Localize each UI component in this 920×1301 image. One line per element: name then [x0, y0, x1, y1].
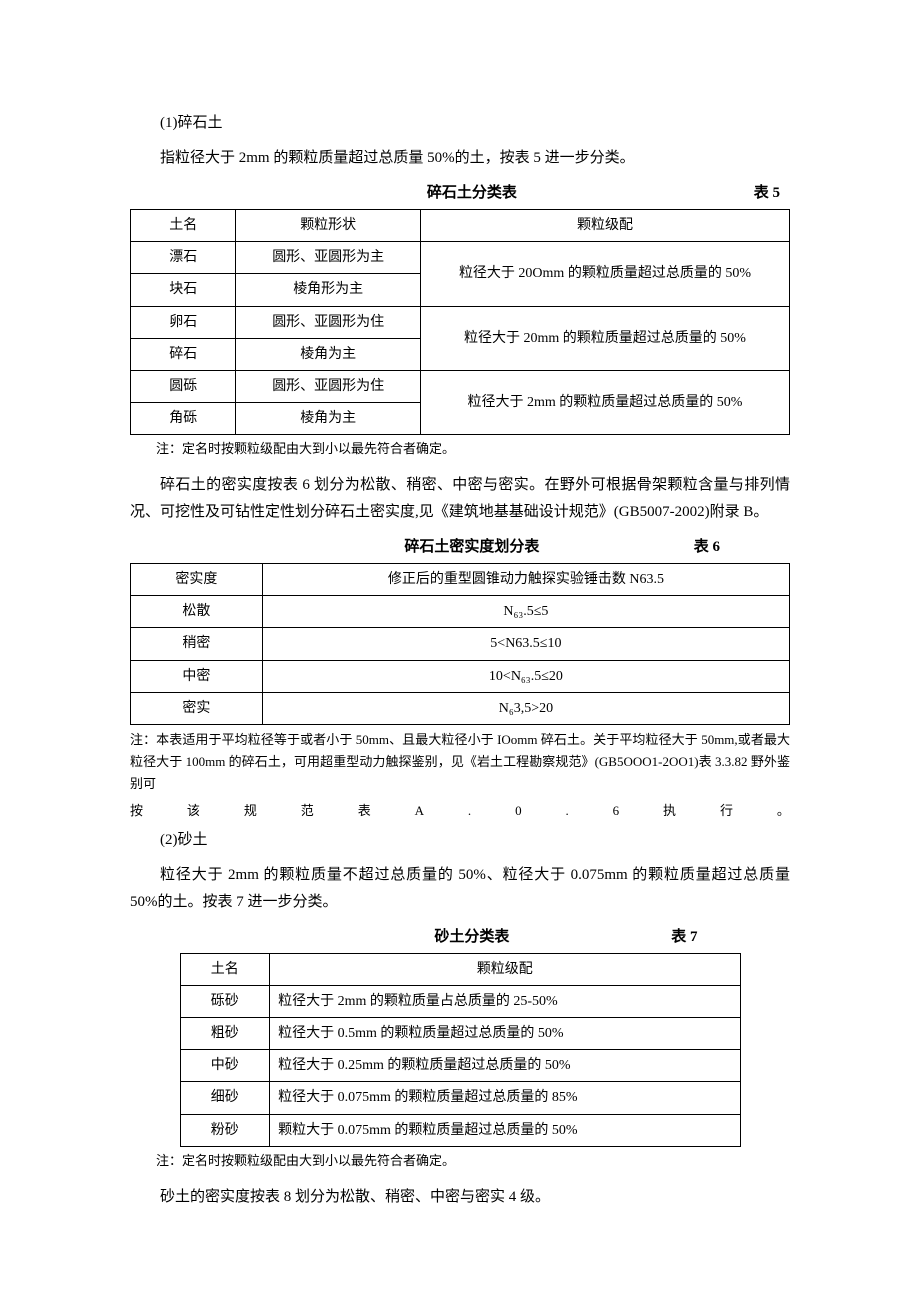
- table-row: 卵石 圆形、亚圆形为住 粒径大于 20mm 的颗粒质量超过总质量的 50%: [131, 306, 790, 338]
- cell: 密实: [131, 692, 263, 724]
- table5-h0: 土名: [131, 210, 236, 242]
- cell: 圆形、亚圆形为主: [236, 242, 421, 274]
- cell: 圆形、亚圆形为住: [236, 370, 421, 402]
- table6-title-row: 碎石土密实度划分表 表 6: [130, 534, 790, 561]
- table5: 土名 颗粒形状 颗粒级配 漂石 圆形、亚圆形为主 粒径大于 20Omm 的颗粒质…: [130, 209, 790, 435]
- table-row: 土名 颗粒级配: [180, 953, 740, 985]
- note-char: .: [468, 799, 471, 822]
- cell: 圆砾: [131, 370, 236, 402]
- cell: 稍密: [131, 628, 263, 660]
- cell: N₆3,5>20: [262, 692, 789, 724]
- note-char: 。: [777, 799, 790, 822]
- table6: 密实度 修正后的重型圆锥动力触探实验锤击数 N63.5 松散 N₆₃.5≤5 稍…: [130, 563, 790, 725]
- table6-note2: 按 该 规 范 表 A. 0. 6 执 行 。: [130, 799, 790, 822]
- cell: 中砂: [180, 1050, 270, 1082]
- note-char: 0: [515, 799, 522, 822]
- note-char: 执: [663, 799, 676, 822]
- table7-label: 表 7: [671, 924, 697, 951]
- note-char: 6: [613, 799, 620, 822]
- cell: 细砂: [180, 1082, 270, 1114]
- table5-h1: 颗粒形状: [236, 210, 421, 242]
- table5-title-row: 碎石土分类表 表 5: [130, 180, 790, 207]
- cell: 粒径大于 20Omm 的颗粒质量超过总质量的 50%: [420, 242, 789, 306]
- section-1-heading: (1)碎石土: [130, 110, 790, 137]
- section-1-intro: 指粒径大于 2mm 的颗粒质量超过总质量 50%的土，按表 5 进一步分类。: [130, 145, 790, 172]
- note-char: 行: [720, 799, 733, 822]
- table-row: 中密 10<N₆₃.5≤20: [131, 660, 790, 692]
- cell: 颗粒大于 0.075mm 的颗粒质量超过总质量的 50%: [270, 1114, 740, 1146]
- table-row: 松散 N₆₃.5≤5: [131, 596, 790, 628]
- para-final: 砂土的密实度按表 8 划分为松散、稍密、中密与密实 4 级。: [130, 1184, 790, 1211]
- table5-title: 碎石土分类表: [190, 180, 754, 207]
- table6-h0: 密实度: [131, 564, 263, 596]
- cell: 粒径大于 20mm 的颗粒质量超过总质量的 50%: [420, 306, 789, 370]
- table6-label: 表 6: [694, 534, 720, 561]
- table-row: 砾砂 粒径大于 2mm 的颗粒质量占总质量的 25-50%: [180, 985, 740, 1017]
- table-row: 粗砂 粒径大于 0.5mm 的颗粒质量超过总质量的 50%: [180, 1018, 740, 1050]
- table-row: 粉砂 颗粒大于 0.075mm 的颗粒质量超过总质量的 50%: [180, 1114, 740, 1146]
- section-2-heading: (2)砂土: [130, 827, 790, 854]
- cell: 卵石: [131, 306, 236, 338]
- table-row: 漂石 圆形、亚圆形为主 粒径大于 20Omm 的颗粒质量超过总质量的 50%: [131, 242, 790, 274]
- cell: 砾砂: [180, 985, 270, 1017]
- table5-label: 表 5: [754, 180, 780, 207]
- cell: 漂石: [131, 242, 236, 274]
- table7-note: 注：定名时按颗粒级配由大到小以最先符合者确定。: [156, 1151, 790, 1172]
- cell: 粗砂: [180, 1018, 270, 1050]
- table5-note: 注：定名时按颗粒级配由大到小以最先符合者确定。: [156, 439, 790, 460]
- cell: 粉砂: [180, 1114, 270, 1146]
- note-char: 范: [301, 799, 314, 822]
- table-row: 土名 颗粒形状 颗粒级配: [131, 210, 790, 242]
- table7-h1: 颗粒级配: [270, 953, 740, 985]
- table-row: 稍密 5<N63.5≤10: [131, 628, 790, 660]
- cell: 粒径大于 0.5mm 的颗粒质量超过总质量的 50%: [270, 1018, 740, 1050]
- cell: 粒径大于 2mm 的颗粒质量占总质量的 25-50%: [270, 985, 740, 1017]
- table7-h0: 土名: [180, 953, 270, 985]
- table-row: 密实 N₆3,5>20: [131, 692, 790, 724]
- table-row: 细砂 粒径大于 0.075mm 的颗粒质量超过总质量的 85%: [180, 1082, 740, 1114]
- cell: 粒径大于 0.25mm 的颗粒质量超过总质量的 50%: [270, 1050, 740, 1082]
- cell: 中密: [131, 660, 263, 692]
- cell: 5<N63.5≤10: [262, 628, 789, 660]
- table-row: 密实度 修正后的重型圆锥动力触探实验锤击数 N63.5: [131, 564, 790, 596]
- para-after-t5: 碎石土的密实度按表 6 划分为松散、稍密、中密与密实。在野外可根据骨架颗粒含量与…: [130, 472, 790, 526]
- cell: 粒径大于 2mm 的颗粒质量超过总质量的 50%: [420, 370, 789, 434]
- note-char: .: [565, 799, 568, 822]
- cell: 棱角为主: [236, 338, 421, 370]
- note-char: 表: [358, 799, 371, 822]
- note-char: 按: [130, 799, 143, 822]
- note-char: A: [415, 799, 424, 822]
- section-2-intro: 粒径大于 2mm 的颗粒质量不超过总质量的 50%、粒径大于 0.075mm 的…: [130, 862, 790, 916]
- table7-title-row: 砂土分类表 表 7: [213, 924, 708, 951]
- cell: N₆₃.5≤5: [262, 596, 789, 628]
- cell: 角砾: [131, 403, 236, 435]
- table6-note1: 注：本表适用于平均粒径等于或者小于 50mm、且最大粒径小于 IOomm 碎石土…: [130, 729, 790, 795]
- cell: 粒径大于 0.075mm 的颗粒质量超过总质量的 85%: [270, 1082, 740, 1114]
- table-row: 圆砾 圆形、亚圆形为住 粒径大于 2mm 的颗粒质量超过总质量的 50%: [131, 370, 790, 402]
- table7-title: 砂土分类表: [273, 924, 672, 951]
- cell: 松散: [131, 596, 263, 628]
- table-row: 中砂 粒径大于 0.25mm 的颗粒质量超过总质量的 50%: [180, 1050, 740, 1082]
- cell: 棱角为主: [236, 403, 421, 435]
- table6-title: 碎石土密实度划分表: [250, 534, 694, 561]
- table7: 土名 颗粒级配 砾砂 粒径大于 2mm 的颗粒质量占总质量的 25-50% 粗砂…: [180, 953, 741, 1147]
- table5-h2: 颗粒级配: [420, 210, 789, 242]
- cell: 10<N₆₃.5≤20: [262, 660, 789, 692]
- cell: 碎石: [131, 338, 236, 370]
- cell: 圆形、亚圆形为住: [236, 306, 421, 338]
- cell: 块石: [131, 274, 236, 306]
- note-char: 规: [244, 799, 257, 822]
- table6-h1: 修正后的重型圆锥动力触探实验锤击数 N63.5: [262, 564, 789, 596]
- cell: 棱角形为主: [236, 274, 421, 306]
- note-char: 该: [187, 799, 200, 822]
